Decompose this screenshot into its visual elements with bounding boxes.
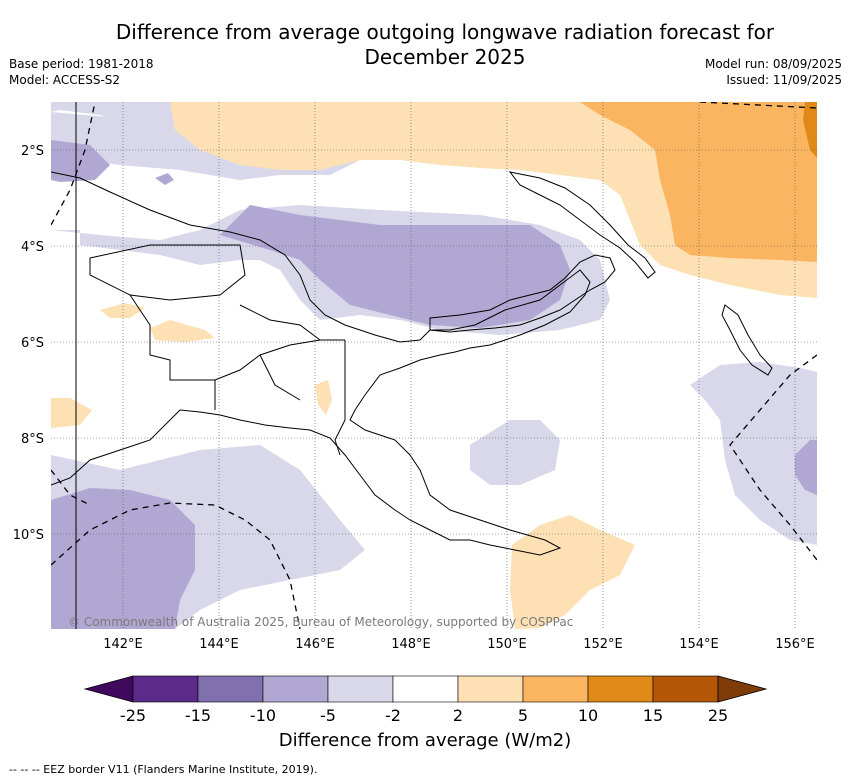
eez-borders: [51, 102, 817, 629]
x-tick-150: 150°E: [487, 637, 527, 652]
anomaly-light-orange-patch-2: [150, 320, 215, 342]
anomaly-purple-east: [795, 440, 817, 495]
bougainville-coast: [721, 304, 773, 376]
anomaly-light-purple-east: [690, 362, 817, 545]
cbar-tick-2: 2: [453, 706, 463, 725]
y-tick-6s: 6°S: [21, 336, 44, 351]
y-tick-4s: 4°S: [21, 240, 44, 255]
x-tick-156: 156°E: [775, 637, 815, 652]
colorbar-high-extend: [717, 675, 768, 703]
coastlines: [51, 102, 773, 629]
x-tick-148: 148°E: [391, 637, 431, 652]
map-title: Difference from average outgoing longwav…: [60, 20, 830, 70]
colorbar-bin-1: [132, 675, 199, 703]
cbar-tick-25: 25: [708, 706, 728, 725]
title-line-1: Difference from average outgoing longwav…: [115, 20, 775, 44]
cbar-tick-10: 10: [578, 706, 598, 725]
colorbar-bin-5: [392, 675, 459, 703]
anomaly-dark-orange-corner: [803, 102, 817, 158]
run-info: Model run: 08/09/2025 Issued: 11/09/2025: [705, 56, 842, 88]
colorbar-bin-6: [457, 675, 524, 703]
colorbar-tick-labels: -25 -15 -10 -5 -2 2 5 10 15 25: [120, 706, 728, 725]
x-tick-144: 144°E: [199, 637, 239, 652]
eez-border-east: [729, 354, 817, 561]
x-tick-142: 142°E: [103, 637, 143, 652]
cbar-tick-m25: -25: [120, 706, 146, 725]
cbar-tick-m10: -10: [250, 706, 276, 725]
model-run-text: Model run: 08/09/2025: [704, 57, 842, 71]
colorbar-low-extend: [83, 675, 134, 703]
base-period-text: Base period: 1981-2018: [9, 57, 154, 71]
colorbar-bin-2: [197, 675, 264, 703]
y-tick-2s: 2°S: [21, 144, 44, 159]
cbar-tick-m2: -2: [385, 706, 401, 725]
title-line-2: December 2025: [364, 45, 526, 69]
anomaly-light-orange-southeast: [510, 515, 635, 629]
eez-border-southwest: [51, 502, 301, 629]
y-tick-8s: 8°S: [21, 432, 44, 447]
x-tick-154: 154°E: [679, 637, 719, 652]
anomaly-orange-northeast: [580, 102, 817, 262]
colorbar-bin-9: [652, 675, 719, 703]
colorbar: -25 -15 -10 -5 -2 2 5 10 15 25: [83, 675, 768, 725]
colorbar-bin-8: [587, 675, 654, 703]
colorbar-label: Difference from average (W/m2): [278, 730, 572, 751]
anomaly-light-purple-mid: [470, 420, 560, 485]
cbar-tick-m5: -5: [320, 706, 336, 725]
province-borders: [89, 244, 346, 456]
issued-text: Issued: 11/09/2025: [726, 73, 842, 87]
y-axis-labels: 2°S 4°S 6°S 8°S 10°S: [13, 144, 44, 543]
new-guinea-coast: [51, 171, 591, 556]
cbar-tick-5: 5: [518, 706, 528, 725]
y-tick-10s: 10°S: [13, 528, 44, 543]
new-ireland-coast: [508, 171, 656, 279]
x-tick-152: 152°E: [583, 637, 623, 652]
graticule: [51, 102, 817, 629]
anomaly-light-orange-patch-3: [315, 380, 332, 415]
eez-border-north: [699, 102, 817, 109]
colorbar-bin-3: [262, 675, 329, 703]
model-text: Model: ACCESS-S2: [9, 73, 121, 87]
eez-border-southwest-2: [51, 469, 91, 506]
base-info: Base period: 1981-2018 Model: ACCESS-S2: [9, 56, 154, 88]
map-area: © Commonwealth of Australia 2025, Bureau…: [51, 102, 817, 629]
anomaly-purple-small: [155, 173, 174, 185]
colorbar-bin-7: [522, 675, 589, 703]
anomaly-purple-north: [220, 205, 570, 328]
anomaly-light-orange-west: [51, 398, 92, 428]
eez-footnote: -- -- -- EEZ border V11 (Flanders Marine…: [9, 763, 318, 776]
cbar-tick-15: 15: [643, 706, 663, 725]
anomaly-light-orange-patch-1: [100, 303, 145, 318]
new-britain-coast: [429, 254, 616, 333]
colorbar-bin-4: [327, 675, 394, 703]
x-axis-labels: 142°E 144°E 146°E 148°E 150°E 152°E 154°…: [103, 637, 815, 652]
copyright-text: © Commonwealth of Australia 2025, Bureau…: [68, 615, 573, 629]
cbar-tick-m15: -15: [185, 706, 211, 725]
x-tick-146: 146°E: [295, 637, 335, 652]
